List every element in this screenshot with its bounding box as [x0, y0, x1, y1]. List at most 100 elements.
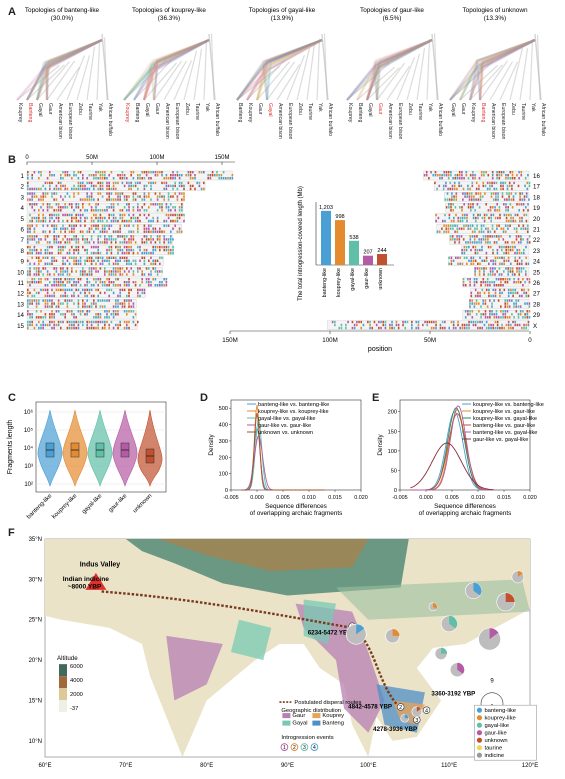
- introgression-segment: [522, 203, 525, 206]
- introgression-segment: [445, 174, 448, 177]
- introgression-segment: [117, 313, 119, 316]
- introgression-segment: [461, 213, 464, 217]
- tree-branch: [286, 54, 306, 101]
- introgression-segment: [141, 206, 143, 209]
- introgression-segment: [152, 227, 154, 230]
- introgression-segment: [38, 256, 40, 259]
- introgression-segment: [60, 284, 62, 287]
- introgression-segment: [467, 203, 470, 206]
- introgression-segment: [479, 294, 481, 298]
- introgression-segment: [397, 326, 400, 330]
- introgression-segment: [55, 281, 58, 284]
- introgression-segment: [117, 235, 119, 238]
- introgression-segment: [167, 184, 170, 188]
- introgression-segment: [51, 206, 53, 209]
- introgression-segment: [134, 284, 137, 287]
- introgression-segment: [110, 224, 113, 227]
- introgression-segment: [79, 219, 82, 223]
- introgression-segment: [351, 326, 354, 330]
- introgression-segment: [391, 320, 393, 324]
- introgression-segment: [425, 171, 428, 174]
- introgression-segment: [123, 288, 126, 292]
- introgression-segment: [476, 227, 478, 230]
- introgression-segment: [55, 284, 58, 287]
- introgression-segment: [509, 270, 512, 273]
- introgression-segment: [148, 284, 150, 287]
- introgression-segment: [49, 213, 51, 217]
- introgression-segment: [90, 216, 93, 220]
- introgression-segment: [117, 248, 119, 252]
- introgression-segment: [130, 310, 132, 313]
- introgression-segment: [40, 278, 42, 281]
- introgression-segment: [523, 326, 525, 330]
- introgression-segment: [101, 219, 104, 223]
- introgression-segment: [112, 184, 115, 188]
- tree-branch: [96, 42, 101, 101]
- introgression-segment: [75, 219, 77, 223]
- introgression-segment: [97, 320, 99, 324]
- introgression-segment: [523, 248, 525, 252]
- introgression-segment: [121, 235, 124, 238]
- introgression-segment: [44, 299, 47, 302]
- introgression-segment: [498, 209, 501, 212]
- introgression-segment: [172, 219, 174, 223]
- introgression-segment: [115, 305, 117, 308]
- introgression-segment: [29, 238, 31, 241]
- introgression-segment: [489, 316, 491, 319]
- chrom-label-left: 3: [21, 194, 25, 201]
- introgression-segment: [506, 241, 509, 244]
- introgression-segment: [397, 323, 400, 327]
- introgression-segment: [130, 267, 132, 270]
- introgression-segment: [462, 198, 464, 201]
- pie-slice: [441, 647, 448, 654]
- introgression-segment: [463, 248, 466, 252]
- introgression-segment: [106, 177, 108, 180]
- introgression-segment: [27, 310, 29, 313]
- introgression-segment: [51, 181, 53, 185]
- introgression-segment: [117, 294, 119, 298]
- introgression-segment: [110, 192, 113, 195]
- introgression-segment: [483, 323, 486, 327]
- introgression-segment: [145, 195, 148, 198]
- introgression-segment: [161, 245, 163, 249]
- introgression-segment: [395, 320, 398, 324]
- introgression-segment: [119, 284, 121, 287]
- introgression-segment: [495, 284, 498, 287]
- introgression-segment: [172, 174, 174, 177]
- introgression-segment: [112, 219, 115, 223]
- introgression-segment: [506, 278, 509, 281]
- chromosome-right: [327, 320, 530, 330]
- introgression-segment: [474, 294, 477, 298]
- introgression-segment: [512, 294, 514, 298]
- introgression-segment: [461, 171, 463, 174]
- introgression-segment: [132, 251, 135, 255]
- introgression-segment: [49, 294, 51, 298]
- legend-geo-title: Geographic distribution: [281, 708, 341, 714]
- introgression-segment: [181, 203, 183, 206]
- introgression-segment: [517, 305, 520, 308]
- introgression-segment: [472, 213, 475, 217]
- introgression-segment: [99, 235, 102, 238]
- introgression-segment: [60, 320, 62, 324]
- taxon-label: Gaur: [47, 103, 53, 115]
- introgression-segment: [90, 251, 93, 255]
- introgression-segment: [46, 270, 49, 273]
- introgression-segment: [527, 209, 529, 212]
- introgression-segment: [115, 238, 117, 241]
- introgression-segment: [66, 294, 69, 298]
- introgression-segment: [455, 213, 457, 217]
- introgression-segment: [90, 206, 93, 209]
- introgression-segment: [123, 198, 126, 201]
- introgression-segment: [500, 227, 503, 230]
- introgression-segment: [31, 294, 33, 298]
- tree-branch: [16, 39, 103, 101]
- legend-geo-swatch: [312, 713, 321, 719]
- tree-branch: [26, 38, 103, 101]
- introgression-segment: [189, 187, 192, 191]
- y-tick-label: 200: [219, 455, 228, 461]
- introgression-segment: [477, 192, 480, 195]
- introgression-segment: [93, 174, 95, 177]
- introgression-segment: [66, 187, 69, 191]
- introgression-segment: [181, 192, 183, 195]
- tree-branch: [35, 38, 103, 101]
